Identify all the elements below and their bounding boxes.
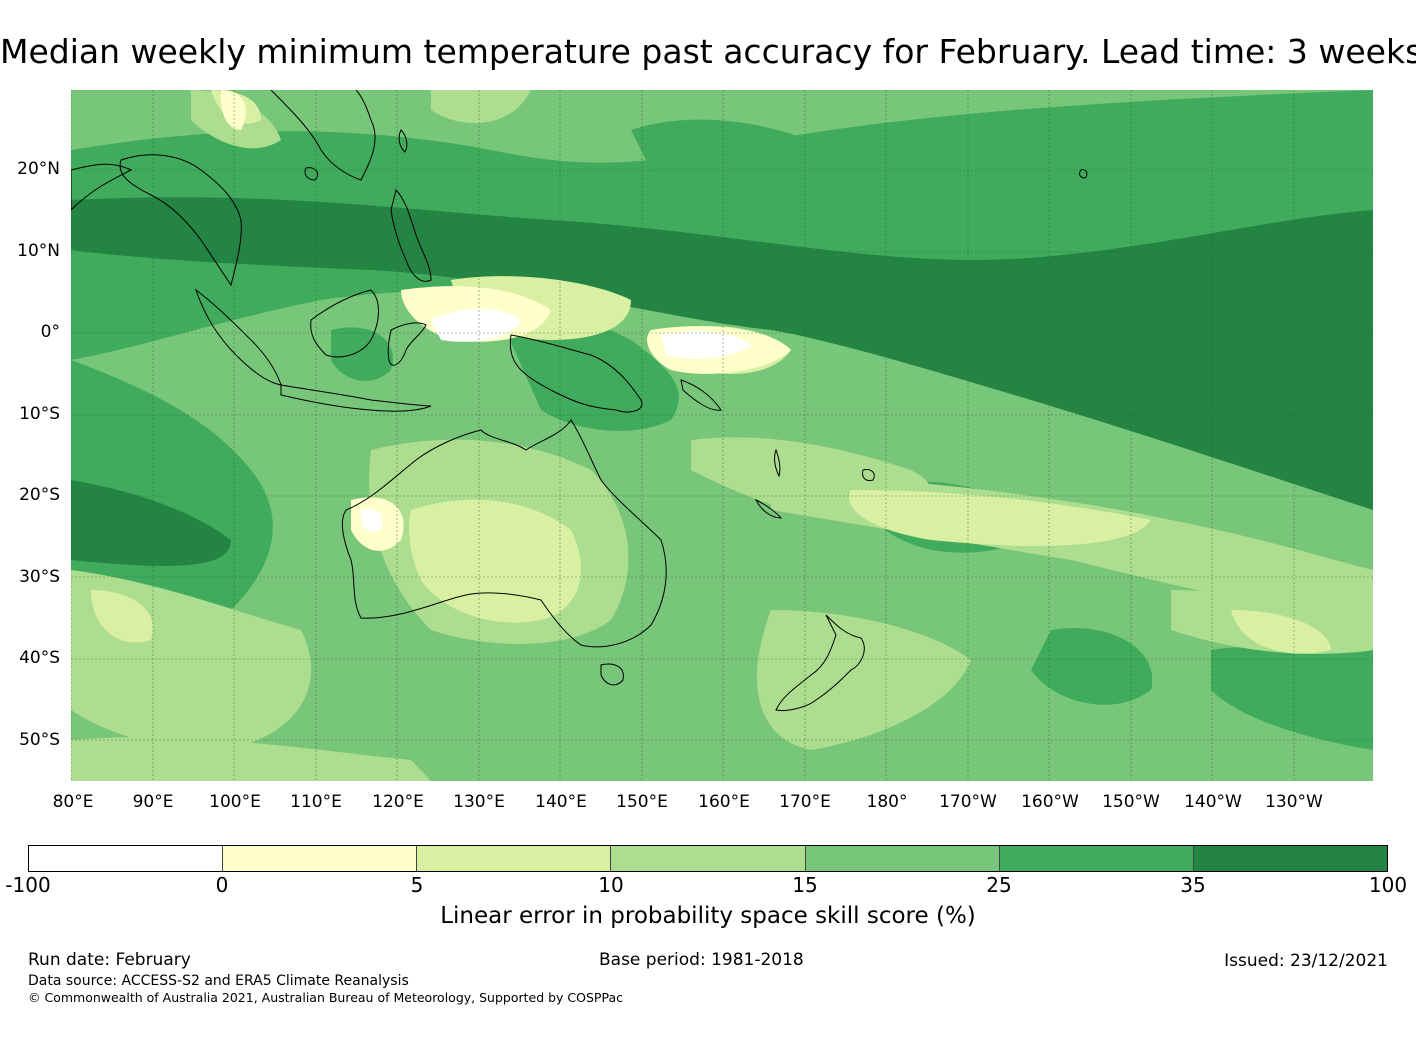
lat-label-30s: 30°S xyxy=(19,567,60,587)
taiwan-coastline xyxy=(398,129,408,153)
skill-score-map xyxy=(71,90,1373,781)
lat-label-10n: 10°N xyxy=(17,241,60,261)
colorbar-tick: 10 xyxy=(598,873,624,897)
coastlines xyxy=(71,90,1088,711)
lon-label-120e: 120°E xyxy=(372,792,424,812)
colorbar-segment-10-15 xyxy=(611,846,806,871)
colorbar-segment-5-10 xyxy=(417,846,612,871)
lat-label-20n: 20°N xyxy=(17,159,60,179)
colorbar-tick: 0 xyxy=(215,873,229,897)
lon-label-180: 180° xyxy=(866,792,908,812)
colorbar-tick: -100 xyxy=(5,873,51,897)
run-date: Run date: February xyxy=(28,950,191,970)
data-source: Data source: ACCESS-S2 and ERA5 Climate … xyxy=(28,973,409,989)
lon-label-160e: 160°E xyxy=(698,792,750,812)
map-gridlines xyxy=(71,90,1373,781)
lat-label-10s: 10°S xyxy=(19,404,60,424)
colorbar-tick: 35 xyxy=(1180,873,1206,897)
lat-label-50s: 50°S xyxy=(19,730,60,750)
copyright-notice: © Commonwealth of Australia 2021, Austra… xyxy=(28,990,623,1005)
colorbar-segment-25-35 xyxy=(999,846,1194,871)
colorbar-label: Linear error in probability space skill … xyxy=(440,903,976,929)
china-coast xyxy=(270,90,376,181)
issued-date: Issued: 23/12/2021 xyxy=(1224,951,1388,971)
skill-5-10-regions xyxy=(91,90,1331,654)
colorbar-tick: 100 xyxy=(1368,873,1408,897)
sulawesi-coastline xyxy=(387,322,427,366)
borneo-coastline xyxy=(310,289,379,358)
base-period: Base period: 1981-2018 xyxy=(599,950,804,970)
new-guinea-coastline xyxy=(509,334,643,413)
lon-label-100e: 100°E xyxy=(209,792,261,812)
lon-label-140w: 140°W xyxy=(1184,792,1242,812)
new-zealand-coastline xyxy=(775,614,865,711)
colorbar-segment-0-5 xyxy=(223,846,418,871)
lon-label-130e: 130°E xyxy=(453,792,505,812)
lat-label-20s: 20°S xyxy=(19,485,60,505)
lon-label-130w: 130°W xyxy=(1265,792,1323,812)
colorbar-segment-15-25 xyxy=(805,846,1000,871)
new-caledonia-coastline xyxy=(754,498,783,519)
lon-label-160w: 160°W xyxy=(1021,792,1079,812)
solomon-islands-coastline xyxy=(680,379,722,411)
lon-label-90e: 90°E xyxy=(132,792,174,812)
lon-label-110e: 110°E xyxy=(290,792,342,812)
skill-negative-regions xyxy=(360,308,751,532)
lon-label-140e: 140°E xyxy=(535,792,587,812)
australia-coastline xyxy=(341,419,667,648)
colorbar-segment-neg100-0 xyxy=(29,846,224,871)
lon-label-80e: 80°E xyxy=(52,792,94,812)
colorbar xyxy=(28,845,1388,872)
lon-label-150w: 150°W xyxy=(1102,792,1160,812)
colorbar-segment-35-100 xyxy=(1193,846,1387,871)
lon-label-170e: 170°E xyxy=(779,792,831,812)
vanuatu-coastline xyxy=(774,448,781,478)
hawaii-coastline xyxy=(1079,169,1088,179)
skill-35-100-regions xyxy=(71,197,1373,566)
java-coastline xyxy=(280,384,432,412)
lat-label-40s: 40°S xyxy=(19,648,60,668)
tasmania-coastline xyxy=(600,663,624,686)
colorbar-tick: 15 xyxy=(792,873,818,897)
mainland-asia-coastline xyxy=(71,163,133,211)
fiji-coastline xyxy=(862,469,875,481)
colorbar-tick: 5 xyxy=(410,873,424,897)
colorbar-tick: 25 xyxy=(986,873,1012,897)
lat-label-0: 0° xyxy=(40,322,60,342)
lon-label-150e: 150°E xyxy=(616,792,668,812)
lon-label-170w: 170°W xyxy=(939,792,997,812)
indochina-coastline xyxy=(119,154,242,287)
chart-title: Median weekly minimum temperature past a… xyxy=(0,32,1416,71)
hainan-coastline xyxy=(304,167,319,181)
philippines-coastline xyxy=(390,189,432,282)
